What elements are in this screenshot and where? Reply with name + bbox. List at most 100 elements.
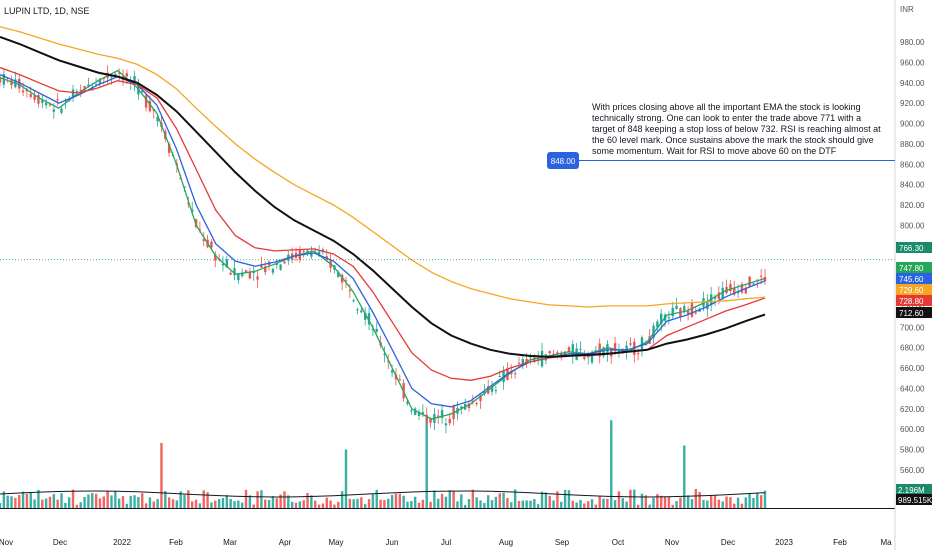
volume-bar — [583, 503, 586, 508]
volume-tag[interactable]: 989.515K — [896, 494, 932, 505]
price-tag-text: 729.60 — [899, 286, 924, 295]
currency-label: INR — [900, 5, 914, 14]
price-tag[interactable]: 729.60 — [896, 284, 932, 295]
candle-body — [214, 254, 217, 261]
volume-bar — [225, 495, 229, 508]
time-tick-label: Feb — [169, 538, 183, 547]
annotation-line: With prices closing above all the import… — [592, 102, 861, 112]
target-label[interactable]: 848.00 — [547, 152, 579, 169]
candle-body — [156, 116, 159, 122]
ema-line[interactable] — [0, 35, 766, 358]
ema-line[interactable] — [0, 26, 766, 308]
price-tag[interactable]: 745.60 — [896, 273, 932, 284]
volume-bar — [306, 492, 309, 508]
volume-bar — [375, 489, 378, 508]
volume-bar — [759, 495, 763, 508]
volume-bar — [237, 500, 240, 508]
price-tag-text: 745.60 — [899, 275, 924, 284]
price-tag-bg — [896, 262, 932, 273]
volume-tag-text: 2.196M — [898, 486, 925, 495]
candle-body — [536, 358, 540, 360]
candle-body — [440, 410, 444, 419]
volume-tag[interactable]: 2.196M — [896, 484, 932, 495]
volume-bar — [644, 495, 648, 508]
volume-bar — [348, 498, 352, 508]
volume-bar — [275, 498, 278, 508]
candle-body — [748, 276, 751, 287]
price-tick-label: 860.00 — [900, 160, 925, 169]
candle-body — [0, 76, 2, 83]
time-tick-label: Oct — [612, 538, 625, 547]
candle-body — [37, 94, 40, 104]
volume-bar — [75, 504, 79, 508]
price-tick-label: 620.00 — [900, 405, 925, 414]
volume-bar — [636, 504, 640, 508]
volume-bar — [502, 492, 505, 508]
volume-bar — [617, 491, 621, 508]
volume-bar — [79, 502, 82, 508]
volume-bar — [394, 493, 398, 508]
volume-bar — [510, 502, 513, 508]
candle-body — [348, 290, 352, 292]
volume-bar — [594, 504, 598, 508]
volume-bar — [129, 495, 132, 508]
volume-bar — [133, 495, 136, 508]
price-tag[interactable]: 747.80 — [896, 262, 932, 273]
price-tag[interactable]: 728.80 — [896, 295, 932, 306]
volume-bar — [333, 504, 336, 508]
volume-bar — [0, 502, 2, 508]
candle-body — [260, 264, 263, 268]
candle-body — [690, 302, 694, 317]
price-tag[interactable]: 712.60 — [896, 307, 932, 318]
volume-bar — [513, 489, 517, 508]
candle-body — [583, 357, 586, 359]
volume-bar — [729, 497, 732, 508]
candle-body — [644, 344, 648, 346]
price-tick-label: 560.00 — [900, 466, 925, 475]
annotation-text: With prices closing above all the import… — [592, 102, 881, 156]
volume-bar — [498, 493, 501, 508]
candle-body — [437, 415, 440, 417]
volume-bar — [48, 496, 52, 508]
time-tick-label: 2023 — [775, 538, 793, 547]
volume-bar — [352, 499, 355, 508]
volume-bar — [471, 489, 475, 508]
candle-body — [114, 74, 117, 76]
price-tick-label: 680.00 — [900, 344, 925, 353]
candle-body — [717, 292, 721, 299]
volume-bar — [506, 497, 509, 508]
candle-body — [675, 305, 678, 309]
volume-bar — [317, 504, 321, 508]
volume-bar — [87, 494, 90, 508]
time-tick-label: Nov — [0, 538, 13, 547]
annotation-line: target of 848 keeping a stop loss of bel… — [592, 124, 881, 134]
candle-body — [75, 91, 79, 93]
candle-body — [567, 347, 571, 353]
volume-bar — [121, 496, 125, 508]
volume-bar — [736, 497, 740, 508]
volume-bar — [98, 498, 102, 508]
price-tick-label: 800.00 — [900, 221, 925, 230]
price-tag[interactable]: 766.30 — [896, 242, 932, 253]
volume-average-line — [0, 490, 766, 498]
volume-bar — [171, 499, 175, 508]
volume-bar — [298, 501, 302, 508]
candle-body — [256, 276, 259, 280]
candle-body — [375, 328, 378, 332]
candle-body — [709, 294, 713, 306]
volume-bar — [575, 502, 578, 508]
volume-bar — [10, 496, 13, 508]
volume-bar — [198, 503, 202, 508]
candle-body — [71, 89, 75, 99]
candle-body — [448, 419, 451, 424]
volume-bar — [517, 501, 521, 508]
price-tag-text: 766.30 — [899, 244, 924, 253]
candle-body — [425, 414, 428, 422]
candle-body — [625, 345, 628, 352]
candle-body — [364, 312, 367, 320]
volume-bar — [325, 497, 328, 508]
candle-body — [310, 252, 313, 257]
volume-tag-text: 989.515K — [898, 496, 932, 505]
volume-bar — [160, 442, 163, 508]
